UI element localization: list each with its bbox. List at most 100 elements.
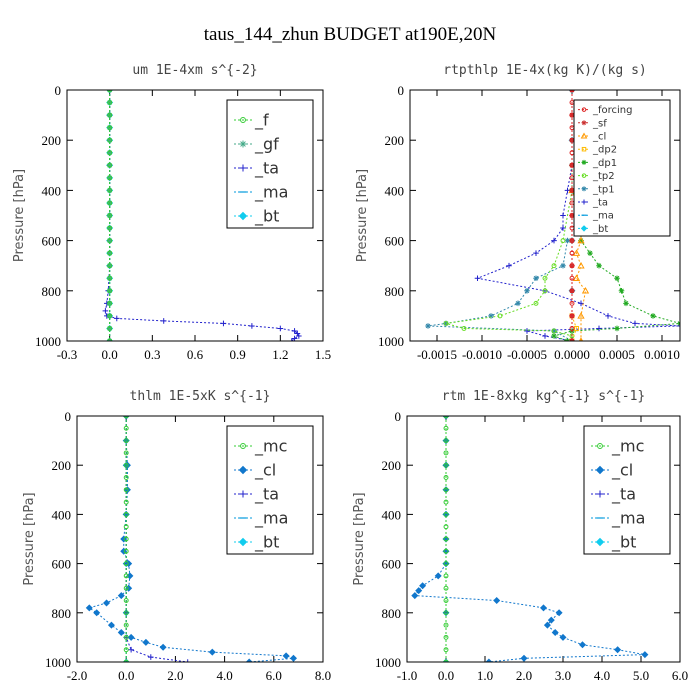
data-point <box>107 250 113 256</box>
data-point <box>569 262 575 269</box>
data-point <box>577 312 585 319</box>
data-point <box>596 325 602 332</box>
legend: _f _gf _ta _ma _bt <box>226 99 314 229</box>
legend-label: _ta <box>254 159 279 179</box>
data-point <box>277 325 284 332</box>
data-point <box>245 658 253 662</box>
legend-box <box>573 99 671 237</box>
legend-item: _cl <box>591 461 633 481</box>
data-point <box>547 616 555 624</box>
legend-marker <box>238 537 248 547</box>
x-tick-label: 6.0 <box>266 668 282 683</box>
data-point <box>296 333 302 339</box>
legend-item: _bt <box>234 207 279 227</box>
y-axis-label: Pressure [hPa] <box>22 492 37 585</box>
data-point <box>107 137 113 143</box>
legend-label: _tp1 <box>592 184 615 195</box>
legend-label: _sf <box>592 118 607 129</box>
series-line <box>427 240 573 341</box>
series-tp1 <box>425 237 575 341</box>
data-point <box>485 658 493 662</box>
y-tick-label: 200 <box>42 133 62 148</box>
x-tick-label: -2.0 <box>67 668 88 683</box>
panel-3: thlm 1E-5xK s^{-1} Pressure [hPa] -2.0 0.0 2… <box>22 389 331 683</box>
y-tick-label: 400 <box>382 507 402 522</box>
data-point <box>443 598 449 603</box>
y-tick-label: 0 <box>65 409 72 424</box>
x-tick-label: 2.0 <box>516 668 532 683</box>
legend: _mc _cl _ta _ma _bt <box>226 425 314 555</box>
legend-item: _ta <box>234 485 279 505</box>
panel-2: rtpthlp 1E-4x(kg K)/(kg s) Pressure [hPa]… <box>355 63 681 362</box>
data-point <box>443 511 449 517</box>
y-tick-label: 1000 <box>375 655 401 670</box>
x-tick-label: 8.0 <box>315 668 331 683</box>
data-point <box>443 475 449 480</box>
data-point <box>564 237 571 244</box>
y-tick-label: 600 <box>385 234 405 249</box>
legend-label: _bt <box>611 533 636 553</box>
data-point <box>474 275 481 282</box>
data-point <box>569 263 575 269</box>
series-f <box>107 90 113 341</box>
data-point <box>106 175 113 181</box>
data-point <box>443 585 449 591</box>
data-point <box>107 621 115 629</box>
y-tick-label: 400 <box>385 183 405 198</box>
data-point <box>569 238 575 244</box>
data-point <box>578 641 587 649</box>
y-tick-label: 800 <box>382 606 402 621</box>
data-point <box>461 325 467 331</box>
data-point <box>107 162 113 168</box>
x-tick-label: 0.3 <box>144 347 160 362</box>
data-point <box>533 300 539 306</box>
legend-item: _bt <box>234 533 279 553</box>
data-point <box>569 338 575 341</box>
data-point <box>569 250 575 256</box>
x-tick-label: -0.3 <box>57 347 78 362</box>
data-point <box>123 461 131 469</box>
data-point <box>542 288 548 294</box>
data-point <box>220 320 227 327</box>
data-point <box>425 323 431 329</box>
data-point <box>497 313 503 319</box>
legend-marker <box>239 164 247 172</box>
x-tick-label: 0.0000 <box>554 347 590 362</box>
y-tick-label: 200 <box>385 133 405 148</box>
data-point <box>128 646 134 653</box>
data-point <box>107 325 113 331</box>
data-point <box>551 328 557 334</box>
data-point <box>419 582 427 590</box>
data-point <box>443 561 449 567</box>
data-point <box>123 462 129 468</box>
legend: _mc _cl _ta _ma _bt <box>583 425 671 555</box>
plot-frame <box>406 415 681 663</box>
legend-item: _cl <box>578 132 606 143</box>
plot-frame <box>409 89 681 342</box>
data-point <box>641 651 649 659</box>
legend-label: _ma <box>254 509 288 529</box>
y-tick-label: 600 <box>52 557 72 572</box>
legend-item: _tp2 <box>578 171 615 182</box>
data-point <box>520 654 528 662</box>
y-tick-label: 0 <box>398 83 405 98</box>
data-point <box>159 643 167 651</box>
legend-label: _ma <box>611 509 645 529</box>
legend-marker <box>581 120 587 126</box>
plot-frame <box>66 89 324 342</box>
legend-item: _ta <box>591 485 636 505</box>
y-tick-label: 400 <box>42 183 62 198</box>
legend-label: _bt <box>592 224 608 235</box>
legend-label: _ta <box>254 485 279 505</box>
panel-title: rtpthlp 1E-4x(kg K)/(kg s) <box>443 63 647 78</box>
legend-marker <box>239 490 247 498</box>
data-point <box>123 450 129 456</box>
data-point <box>605 313 611 319</box>
series-line <box>571 315 578 341</box>
data-point <box>434 572 442 580</box>
data-point <box>632 320 638 327</box>
data-point <box>614 325 620 332</box>
y-tick-label: 800 <box>52 606 72 621</box>
data-point <box>560 262 566 269</box>
legend-item: _tp1 <box>578 184 615 195</box>
